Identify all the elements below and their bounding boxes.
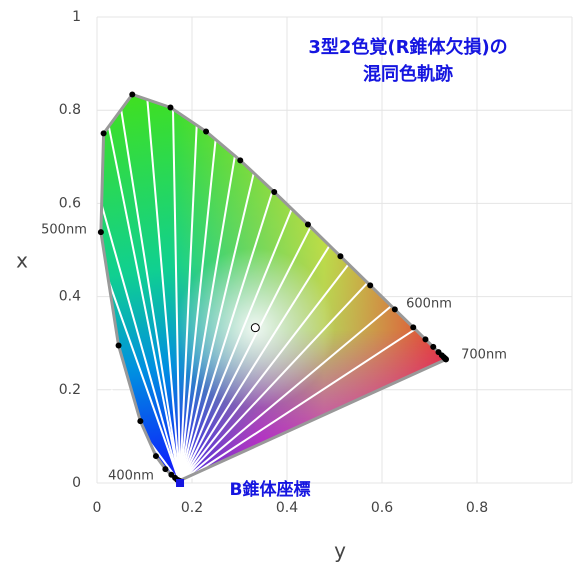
y-tick-label: 0.6: [59, 195, 81, 211]
locus-dot: [152, 453, 159, 460]
confusion-line: [179, 156, 236, 484]
confusion-line: [179, 208, 293, 484]
confusion-line: [179, 124, 198, 484]
confusion-line: [101, 263, 181, 484]
x-tick-label: 0.8: [466, 500, 488, 516]
chart-title: 3型2色覚(R錐体欠損)の: [308, 36, 507, 58]
x-tick-label: 0.4: [276, 500, 298, 516]
y-axis-title: x: [16, 249, 28, 273]
confusion-line: [179, 328, 416, 484]
y-tick-label: 1: [72, 9, 81, 25]
locus-dot: [304, 221, 311, 228]
locus-dot: [410, 324, 417, 331]
locus-dot: [167, 104, 174, 111]
x-tick-label: 0.6: [371, 500, 393, 516]
confusion-line: [179, 190, 274, 484]
wavelength-label: 400nm: [108, 469, 154, 484]
locus-dot: [129, 91, 136, 98]
confusion-line: [179, 263, 350, 484]
white-point: [250, 323, 260, 333]
locus-dot: [430, 343, 437, 350]
locus-dot: [237, 157, 244, 164]
locus-dot: [203, 128, 210, 135]
confusion-line: [179, 305, 393, 484]
confusion-line: [179, 281, 369, 484]
locus-dot: [442, 356, 449, 363]
locus-dot: [422, 336, 429, 343]
confusion-line: [172, 110, 182, 484]
chart-title: 混同色軌跡: [363, 63, 453, 85]
confusion-line: [100, 203, 181, 484]
confusion-line: [179, 172, 255, 484]
confusion-line: [118, 100, 182, 484]
y-tick-label: 0.8: [59, 102, 81, 118]
y-tick-label: 0.4: [59, 289, 81, 305]
locus-dot: [162, 466, 169, 473]
locus-dot: [168, 471, 175, 478]
x-axis-title: y: [334, 539, 346, 563]
convergence-point: [176, 479, 185, 487]
convergence-label: B錐体座標: [230, 479, 311, 500]
confusion-line: [179, 226, 312, 484]
confusion-line: [145, 93, 182, 484]
locus-dot: [97, 229, 104, 236]
locus-dot: [391, 306, 398, 313]
locus-dot: [271, 188, 278, 195]
wavelength-label: 500nm: [41, 223, 87, 238]
y-tick-label: 0.2: [59, 382, 81, 398]
x-tick-label: 0.2: [181, 500, 203, 516]
wavelength-label: 700nm: [461, 348, 507, 363]
y-tick-label: 0: [72, 475, 81, 491]
locus-dot: [100, 130, 107, 137]
x-tick-label: 0: [93, 500, 102, 516]
locus-dot: [137, 418, 144, 425]
confusion-line: [106, 119, 182, 484]
locus-dot: [115, 342, 122, 349]
confusion-line: [179, 138, 217, 484]
locus-dot: [367, 282, 374, 289]
wavelength-label: 600nm: [406, 297, 452, 312]
confusion-line: [179, 244, 331, 484]
locus-dot: [337, 253, 344, 260]
